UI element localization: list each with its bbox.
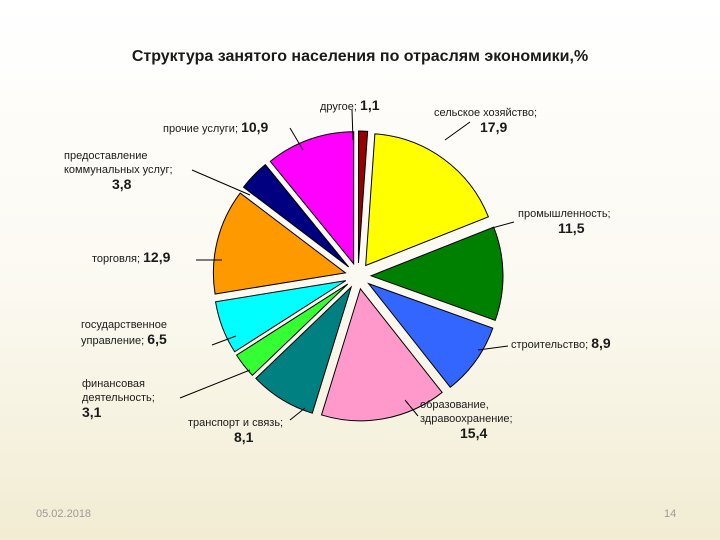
- pie-slice-transport: [255, 285, 353, 414]
- leader-line-finance: [179, 369, 251, 399]
- leader-line-other-services: [289, 127, 304, 151]
- pie-slice-finance: [235, 283, 349, 377]
- label-other-services: прочие услуги; 10,9: [163, 119, 269, 135]
- label-other: другое; 1,1: [320, 97, 380, 113]
- leader-line-construction: [477, 345, 509, 351]
- label-trade: торговля; 12,9: [92, 249, 171, 265]
- leader-line-other: [351, 109, 354, 141]
- pie-slice-utilities: [242, 163, 350, 268]
- label-government: государственное управление; 6,5: [81, 319, 167, 347]
- pie-slice-education: [320, 287, 443, 422]
- pie-slice-government: [214, 280, 347, 353]
- pie-slice-trade: [212, 192, 347, 295]
- leader-line-government: [211, 335, 237, 346]
- leader-line-transport: [289, 407, 306, 421]
- label-utilities: предоставление коммунальных услуг; 3,8: [64, 150, 173, 192]
- page-number: 14: [664, 508, 677, 520]
- pie-slice-agriculture: [365, 133, 490, 267]
- pie-slice-industry: [369, 226, 504, 321]
- label-construction: строительство; 8,9: [511, 335, 611, 351]
- label-agriculture: сельское хозяйство; 17,9: [434, 107, 538, 135]
- pie-slice-other-services: [269, 131, 355, 266]
- label-industry: промышленность; 11,5: [518, 208, 611, 236]
- leader-line-education: [404, 399, 419, 417]
- footer-date: 05.02.2018: [36, 508, 92, 520]
- pie-slice-construction: [367, 282, 494, 388]
- leader-line-industry: [491, 221, 515, 229]
- label-transport: транспорт и связь; 8,1: [188, 417, 284, 445]
- leader-line-agriculture: [444, 121, 471, 141]
- label-education: образование, здравоохранение; 15,4: [420, 399, 513, 441]
- pie-slice-other: [357, 130, 369, 264]
- chart-title: Структура занятого населения по отраслям…: [131, 48, 589, 65]
- label-finance: финансовая деятельность; 3,1: [82, 378, 155, 420]
- leader-line-utilities: [191, 169, 251, 196]
